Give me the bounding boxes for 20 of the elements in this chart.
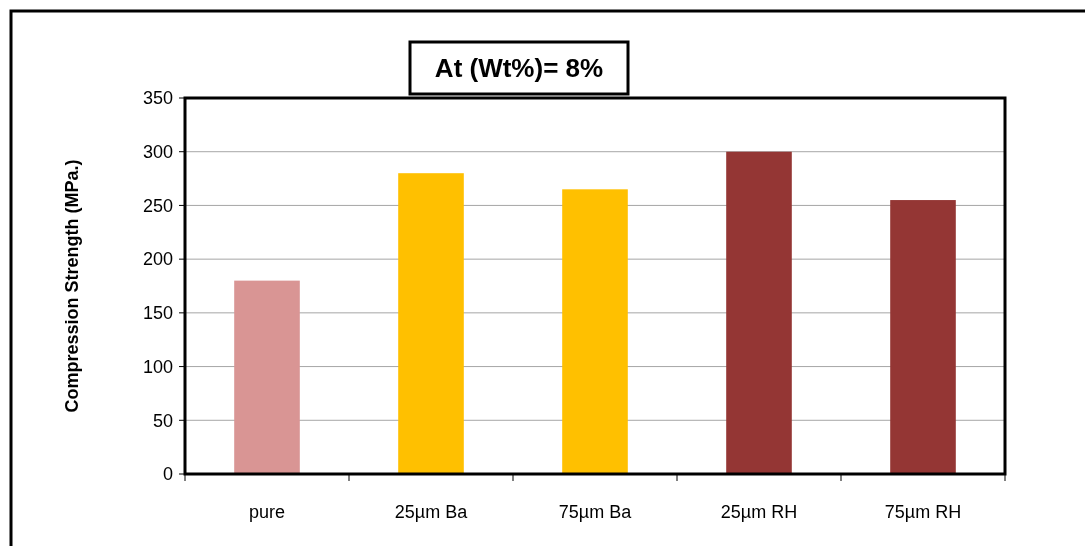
y-tick-label: 350 [142,88,173,109]
x-tick-label: pure [248,502,286,522]
x-tick-label: 75µm Ba [558,502,633,522]
y-axis-title: Compression Strength (MPa.) [62,159,82,413]
y-tick-label: 150 [142,303,173,324]
x-tick-label: 75µm RH [884,502,962,522]
x-tick-label: 25µm RH [720,502,798,522]
y-tick-label: 200 [142,249,173,270]
chart-title: At (Wt%)= 8% [434,53,604,84]
bar [726,151,792,474]
y-tick-label: 0 [162,464,173,485]
y-tick-label: 50 [152,410,173,431]
bar [398,173,464,474]
bar [562,189,628,474]
y-tick-label: 100 [142,356,173,377]
y-tick-label: 300 [142,142,173,163]
x-tick-label: 25µm Ba [394,502,469,522]
y-tick-label: 250 [142,195,173,216]
bar [234,280,300,474]
bar [890,200,956,474]
